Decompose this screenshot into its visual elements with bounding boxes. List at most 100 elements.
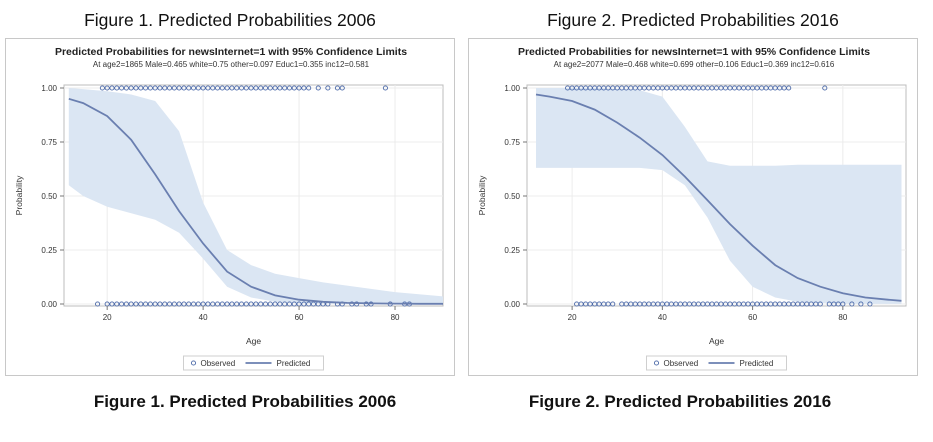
observed-point <box>133 301 139 307</box>
observed-point <box>186 85 192 91</box>
observed-point <box>238 301 245 307</box>
observed-point <box>195 301 201 307</box>
observed-point <box>123 85 129 91</box>
observed-point <box>282 301 288 307</box>
observed-point <box>109 85 115 91</box>
observed-point <box>301 85 307 91</box>
legend-observed-label: Observed <box>664 359 699 368</box>
y-tick-label: 0.25 <box>504 246 520 255</box>
observed-point <box>133 85 139 91</box>
observed-point <box>610 301 616 307</box>
observed-point <box>229 301 235 307</box>
observed-point <box>229 85 235 91</box>
observed-point <box>267 301 273 307</box>
observed-point <box>205 301 211 307</box>
legend-observed-marker <box>190 360 197 366</box>
figure-2-caption: Figure 2. Predicted Probabilities 2016 <box>528 392 832 411</box>
y-tick-label: 0.25 <box>41 246 57 255</box>
observed-point <box>205 85 211 91</box>
observed-point <box>849 301 855 307</box>
chart-2016: Predicted Probabilities for newsInternet… <box>477 46 907 371</box>
observed-point <box>114 301 120 307</box>
observed-point <box>162 301 168 307</box>
x-axis-label: Age <box>709 336 724 346</box>
observed-point <box>214 85 221 91</box>
observed-point <box>272 85 278 91</box>
observed-point <box>181 85 187 91</box>
y-tick-label: 1.00 <box>504 84 520 93</box>
observed-point <box>258 301 264 307</box>
observed-point <box>248 301 254 307</box>
observed-point <box>219 85 225 91</box>
observed-point <box>858 301 864 307</box>
x-tick-label: 20 <box>568 313 577 322</box>
observed-point <box>867 301 873 307</box>
observed-point <box>291 85 297 91</box>
legend-observed-marker <box>653 360 660 366</box>
x-tick-label: 80 <box>838 313 847 322</box>
observed-point <box>262 85 269 91</box>
y-tick-label: 0.75 <box>41 138 57 147</box>
y-tick-label: 1.00 <box>41 84 57 93</box>
x-tick-label: 60 <box>748 313 757 322</box>
observed-point <box>214 301 221 307</box>
observed-point <box>109 301 115 307</box>
x-tick-label: 40 <box>658 313 667 322</box>
observed-point <box>301 301 307 307</box>
confidence-band <box>68 88 444 304</box>
observed-point <box>128 85 134 91</box>
observed-point <box>99 85 105 91</box>
observed-point <box>262 301 269 307</box>
x-tick-label: 80 <box>391 313 400 322</box>
observed-point <box>104 85 110 91</box>
observed-point <box>286 301 293 307</box>
observed-point <box>181 301 187 307</box>
observed-point <box>162 85 168 91</box>
figure-1-heading: Figure 1. Predicted Probabilities 2006 <box>84 10 376 30</box>
observed-point <box>238 85 245 91</box>
observed-point <box>334 85 341 91</box>
observed-point <box>272 301 278 307</box>
observed-point <box>243 301 249 307</box>
observed-point <box>286 85 293 91</box>
observed-point <box>138 85 144 91</box>
observed-point <box>190 85 197 91</box>
observed-point <box>310 301 317 307</box>
observed-point <box>190 301 197 307</box>
observed-point <box>138 301 144 307</box>
observed-point <box>349 301 355 307</box>
legend-observed-label: Observed <box>201 359 236 368</box>
y-tick-label: 0.00 <box>504 300 520 309</box>
observed-point <box>267 85 273 91</box>
observed-point <box>123 301 129 307</box>
legend-predicted-label: Predicted <box>277 359 311 368</box>
observed-point <box>219 301 225 307</box>
y-tick-label: 0.75 <box>504 138 520 147</box>
x-tick-label: 40 <box>199 313 208 322</box>
observed-point <box>152 85 158 91</box>
x-tick-label: 60 <box>295 313 304 322</box>
chart-title: Predicted Probabilities for newsInternet… <box>55 46 407 58</box>
chart-panel-2016: Predicted Probabilities for newsInternet… <box>468 38 918 376</box>
chart-2006: Predicted Probabilities for newsInternet… <box>14 46 444 371</box>
observed-point <box>157 301 163 307</box>
y-tick-label: 0.50 <box>41 192 57 201</box>
confidence-band <box>536 88 902 304</box>
observed-point <box>186 301 192 307</box>
observed-point <box>339 85 345 91</box>
observed-point <box>234 301 240 307</box>
figure-2-heading: Figure 2. Predicted Probabilities 2016 <box>547 10 839 30</box>
observed-point <box>243 85 249 91</box>
chart-title: Predicted Probabilities for newsInternet… <box>518 46 870 58</box>
observed-point <box>248 85 254 91</box>
observed-point <box>315 85 321 91</box>
observed-point <box>224 85 230 91</box>
observed-point <box>176 301 182 307</box>
observed-point <box>296 85 302 91</box>
observed-point <box>282 85 288 91</box>
observed-point <box>166 301 173 307</box>
x-tick-label: 20 <box>103 313 112 322</box>
observed-point <box>306 301 312 307</box>
legend-predicted-label: Predicted <box>740 359 774 368</box>
chart-panel-2006: Predicted Probabilities for newsInternet… <box>5 38 455 376</box>
